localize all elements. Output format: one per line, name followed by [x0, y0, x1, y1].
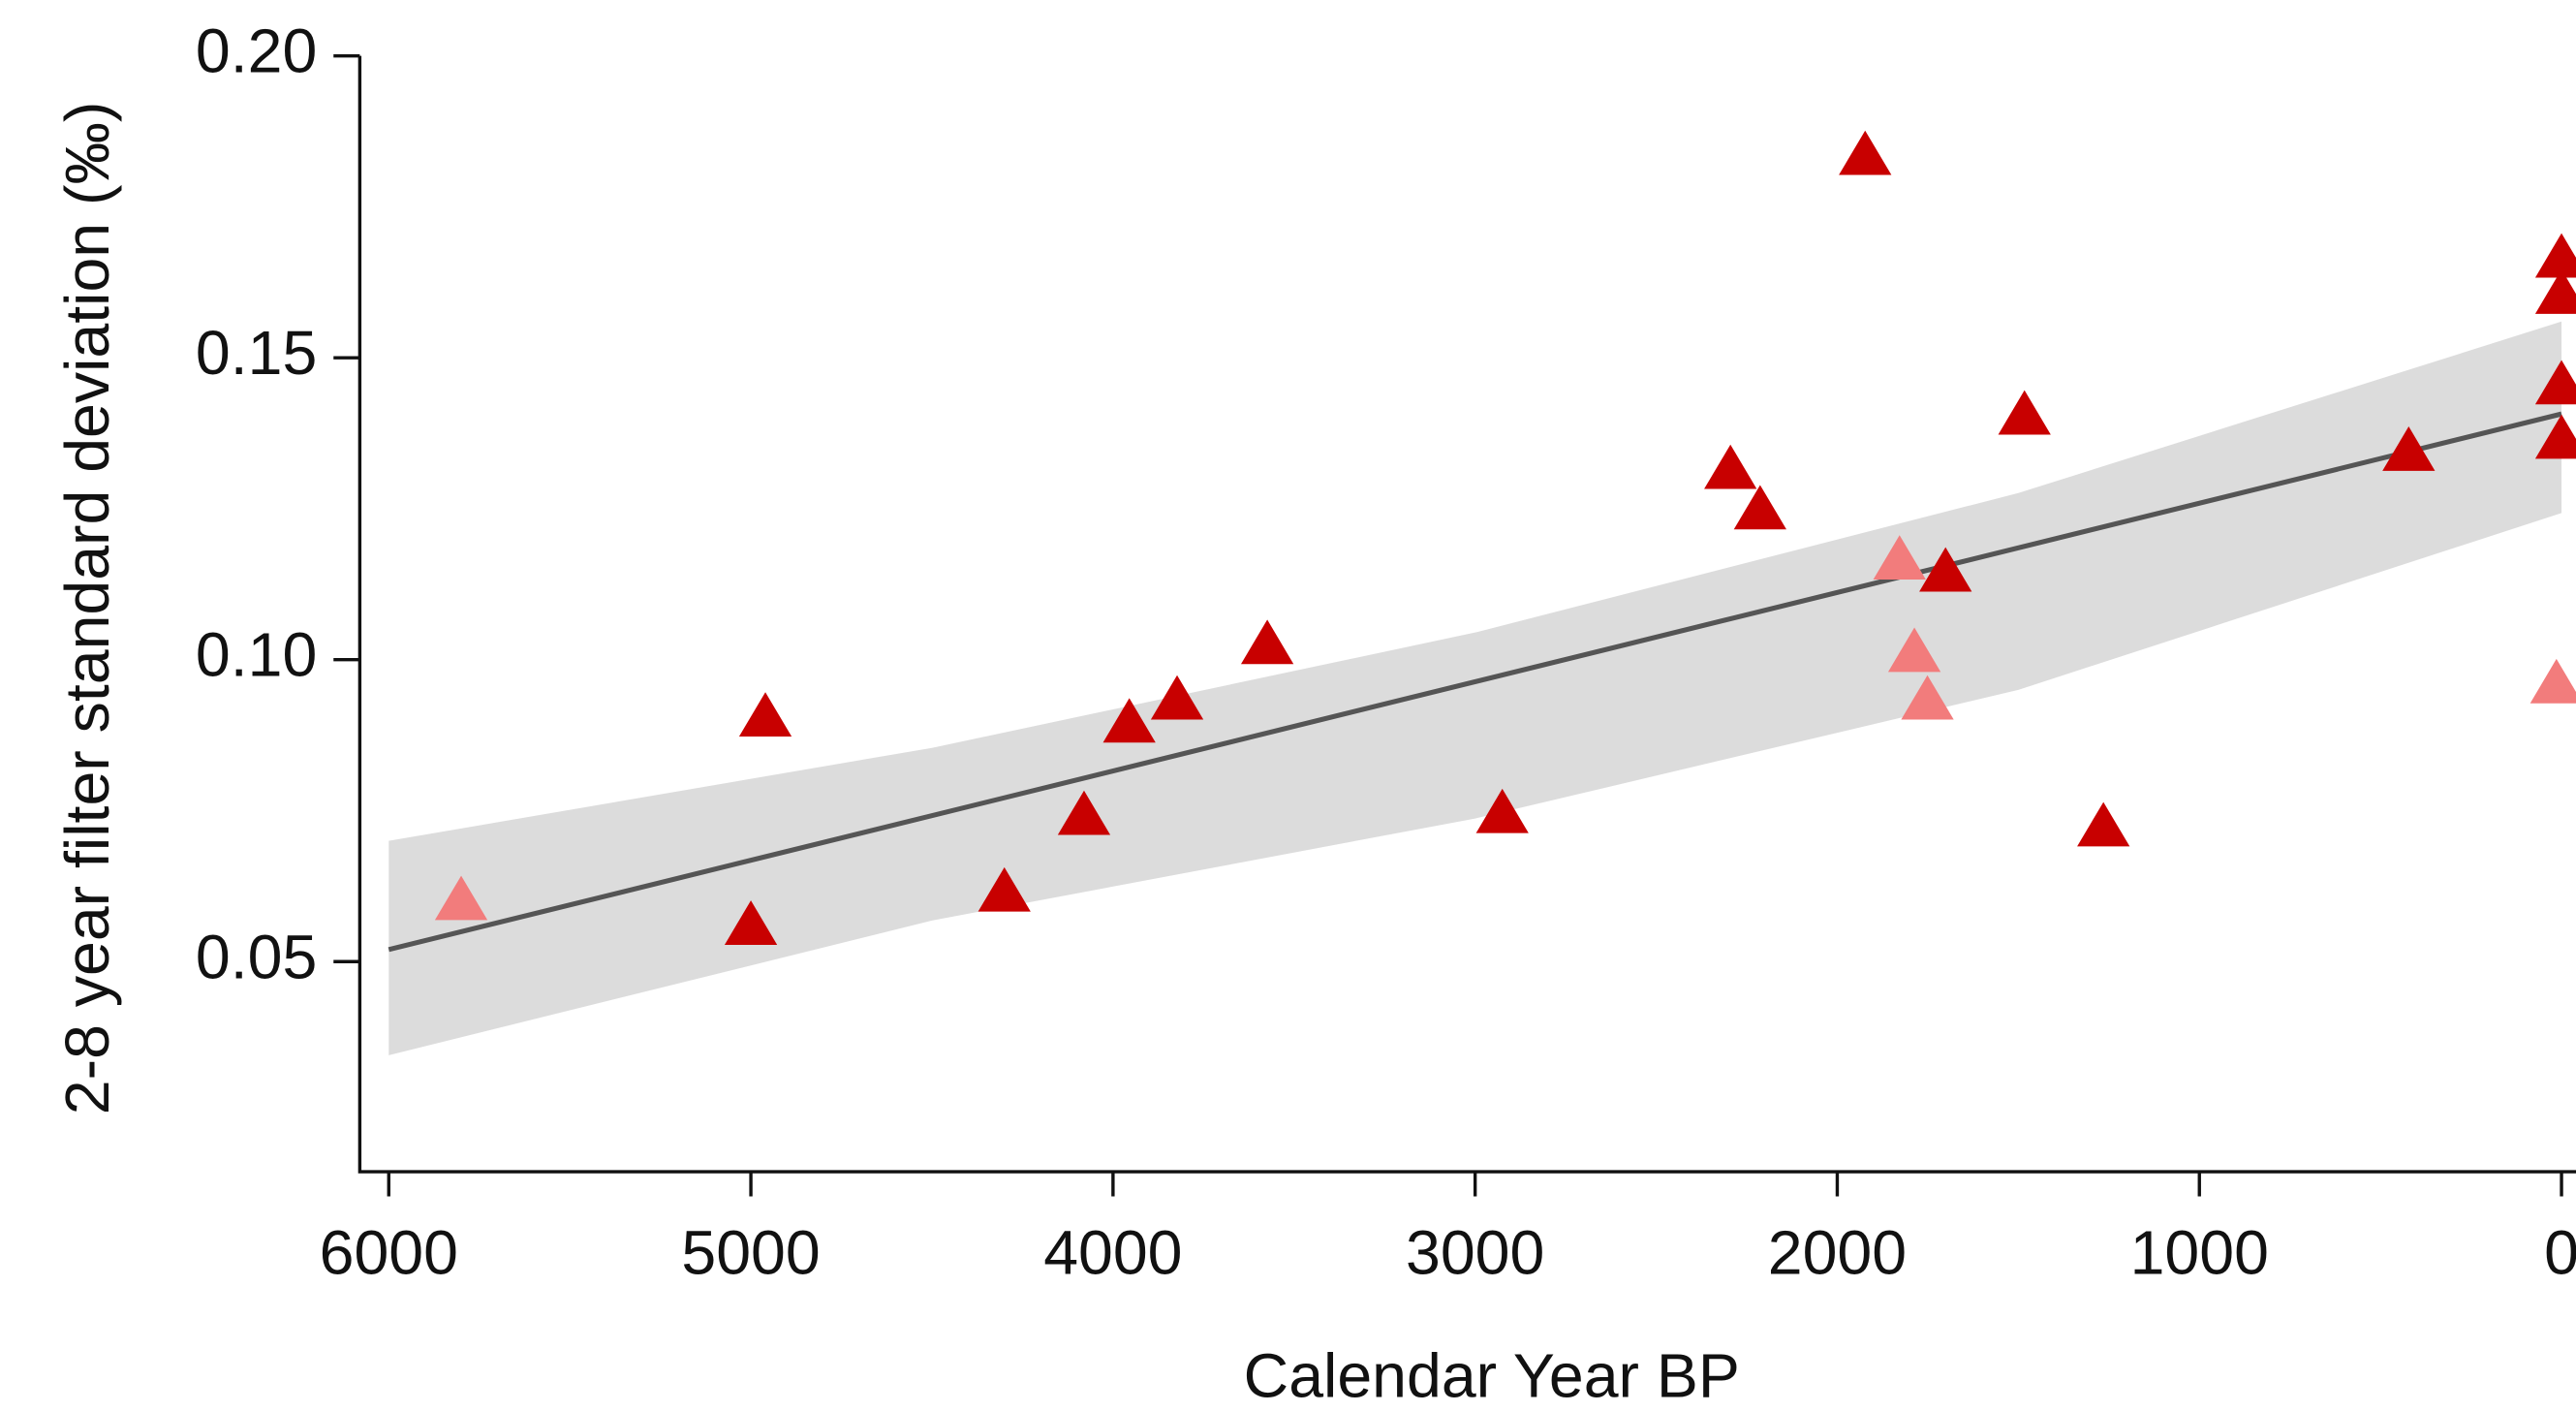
data-point — [2534, 269, 2576, 314]
data-point — [1240, 619, 1294, 665]
y-axis-label: 2-8 year filter standard deviation (‰) — [52, 102, 122, 1115]
data-point — [1704, 444, 1757, 489]
y-tick-label: 0.15 — [196, 318, 317, 388]
data-point — [2529, 658, 2576, 704]
x-tick-label: 6000 — [320, 1217, 458, 1287]
data-point — [1887, 627, 1941, 673]
data-point — [1475, 788, 1529, 833]
data-point — [724, 900, 778, 945]
data-point — [2534, 414, 2576, 459]
x-tick-label: 1000 — [2130, 1217, 2269, 1287]
x-tick-label: 5000 — [681, 1217, 820, 1287]
data-point — [1733, 485, 1786, 530]
x-tick-label: 2000 — [1768, 1217, 1907, 1287]
y-tick-label: 0.20 — [196, 16, 317, 86]
data-point — [1998, 390, 2051, 435]
data-point — [1873, 535, 1926, 580]
data-point — [1150, 675, 1204, 720]
y-tick-label: 0.05 — [196, 922, 317, 991]
fit-line — [388, 411, 2562, 953]
data-point — [1919, 547, 1972, 592]
data-point — [978, 866, 1031, 912]
x-tick-label: 4000 — [1043, 1217, 1182, 1287]
y-tick-label: 0.10 — [196, 620, 317, 690]
data-point — [738, 692, 792, 737]
x-tick-label: 0 — [2544, 1217, 2576, 1287]
data-point — [2382, 426, 2436, 471]
data-point — [2077, 801, 2130, 847]
data-point — [1839, 130, 1892, 175]
data-point — [434, 875, 488, 921]
data-point — [1057, 790, 1111, 835]
x-tick-label: 3000 — [1406, 1217, 1544, 1287]
data-point — [2534, 233, 2576, 278]
x-axis-label: Calendar Year BP — [1244, 1340, 1740, 1410]
data-point — [2534, 360, 2576, 405]
data-point — [1901, 675, 1954, 720]
data-point — [1102, 698, 1156, 743]
confidence-band — [388, 321, 2562, 1055]
